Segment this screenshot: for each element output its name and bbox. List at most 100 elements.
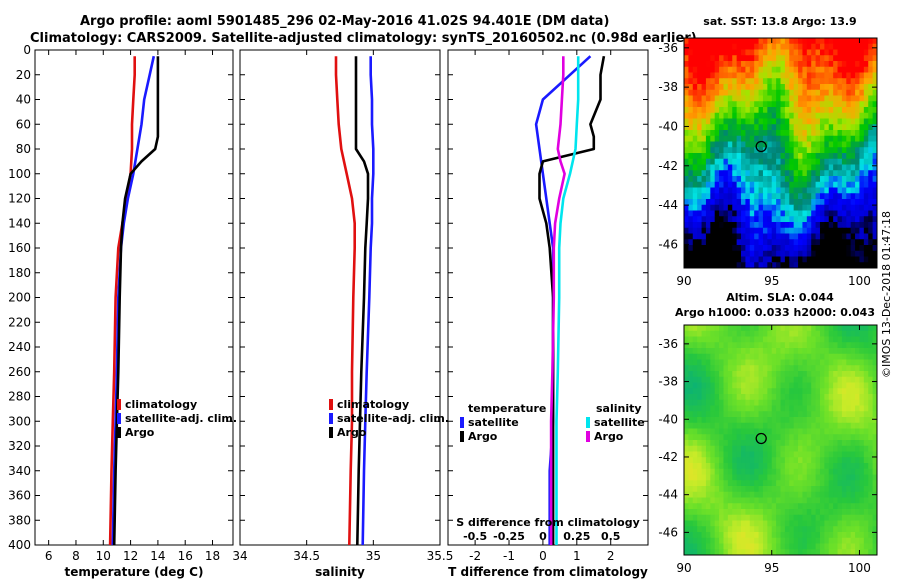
map-cell (855, 491, 860, 498)
map-cell (767, 199, 773, 206)
map-cell (767, 532, 773, 539)
map-cell (868, 222, 874, 229)
map-cell (688, 227, 694, 234)
map-cell (841, 520, 847, 527)
map-cell (850, 422, 856, 429)
map-cell (833, 227, 839, 234)
map-cell (692, 135, 698, 142)
map-cell (719, 164, 724, 171)
map-cell (741, 440, 746, 447)
map-cell (793, 227, 799, 234)
map-cell (784, 130, 790, 137)
map-cell (841, 549, 847, 556)
map-cell (732, 394, 738, 401)
map-cell (850, 405, 856, 412)
map-cell (688, 101, 694, 108)
map-cell (767, 187, 773, 194)
map-cell (833, 49, 839, 56)
map-cell (732, 112, 738, 119)
map-cell (819, 451, 825, 458)
map-cell (859, 107, 865, 114)
map-cell (806, 486, 812, 493)
map-cell (754, 199, 760, 206)
map-cell (736, 130, 742, 137)
map-cell (692, 394, 698, 401)
map-cell (732, 428, 738, 435)
map-cell (719, 382, 724, 389)
panel-salinity: 34 34.5 35 35.5salinityclimatologysatellite… (232, 49, 453, 579)
map-cell (754, 509, 760, 516)
map-cell (741, 141, 746, 148)
map-cell (793, 486, 799, 493)
map-cell (819, 445, 825, 452)
map-cell (828, 514, 834, 521)
map-cell (802, 164, 808, 171)
map-cell (745, 353, 751, 360)
map-cell (789, 72, 795, 79)
map-cell (780, 382, 786, 389)
map-cell (815, 84, 821, 91)
map-cell (802, 388, 808, 395)
map-cell (754, 124, 760, 131)
map-cell (793, 348, 799, 355)
map-cell (762, 118, 768, 125)
map-cell (833, 451, 839, 458)
map-cell (850, 394, 856, 401)
map-cell (692, 187, 698, 194)
map-cell (688, 256, 694, 263)
map-cell (767, 61, 773, 68)
map-cell (767, 95, 773, 102)
map-cell (815, 382, 821, 389)
map-cell (767, 514, 773, 521)
map-cell (846, 89, 852, 96)
map-cell (784, 84, 790, 91)
map-cell (811, 164, 817, 171)
map-cell (741, 66, 746, 73)
map-cell (684, 66, 689, 73)
map-cell (758, 141, 764, 148)
map-cell (846, 118, 852, 125)
map-cell (732, 84, 738, 91)
map-cell (688, 457, 694, 464)
map-cell (837, 43, 843, 50)
map-cell (863, 330, 869, 337)
map-cell (701, 365, 707, 372)
map-cell (863, 210, 869, 217)
map-cell (846, 256, 852, 263)
map-cell (802, 101, 808, 108)
map-cell (819, 497, 825, 504)
map-cell (727, 463, 733, 470)
map-cell (684, 428, 689, 435)
map-cell (784, 336, 790, 343)
map-cell (802, 503, 808, 510)
map-cell (868, 325, 874, 332)
map-cell (723, 147, 729, 154)
map-cell (701, 509, 707, 516)
map-cell (771, 153, 777, 160)
map-cell (762, 239, 768, 246)
map-cell (688, 89, 694, 96)
map-cell (771, 55, 777, 62)
map-cell (692, 43, 698, 50)
map-cell (723, 158, 729, 165)
map-cell (784, 147, 790, 154)
map-cell (793, 422, 799, 429)
map-cell (771, 532, 777, 539)
map-cell (863, 227, 869, 234)
map-cell (723, 84, 729, 91)
map-cell (784, 537, 790, 544)
map-cell (727, 84, 733, 91)
map-cell (758, 118, 764, 125)
map-cell (793, 43, 799, 50)
map-cell (824, 509, 830, 516)
map-cell (692, 353, 698, 360)
map-cell (776, 176, 781, 183)
map-cell (684, 371, 689, 378)
map-cell (727, 118, 733, 125)
map-cell (859, 49, 865, 56)
map-cell (828, 428, 834, 435)
map-cell (846, 497, 852, 504)
map-cell (732, 457, 738, 464)
map-cell (684, 101, 689, 108)
map-cell (841, 405, 847, 412)
